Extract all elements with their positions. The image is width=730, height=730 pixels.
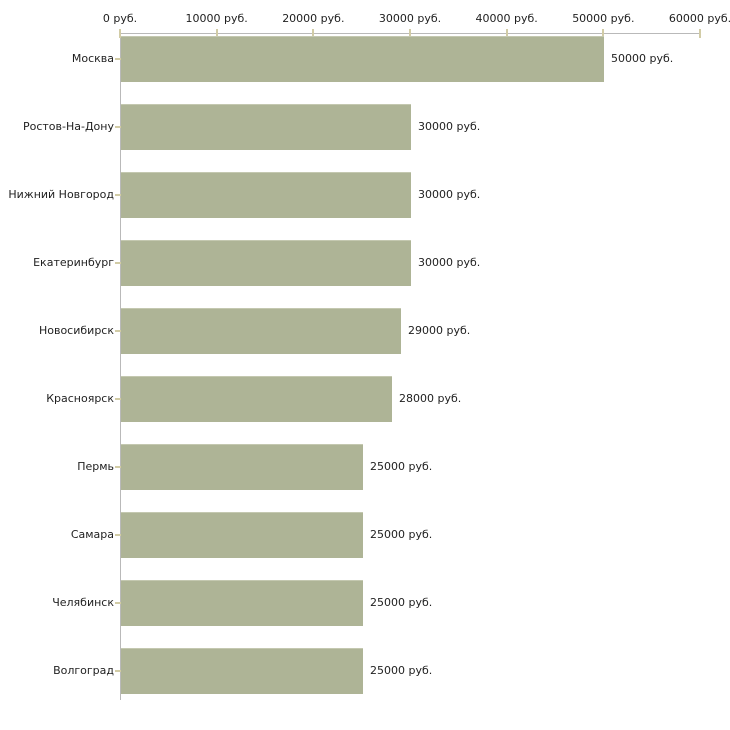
bar — [121, 376, 392, 422]
y-axis-tick — [115, 466, 121, 468]
x-axis-tick — [505, 29, 508, 38]
value-label: 30000 руб. — [418, 256, 481, 269]
value-label: 30000 руб. — [418, 188, 481, 201]
category-label: Пермь — [77, 460, 114, 473]
x-axis-tick — [215, 29, 218, 38]
category-label: Самара — [70, 528, 114, 541]
y-axis-tick — [115, 194, 121, 196]
value-label: 28000 руб. — [399, 392, 462, 405]
bar — [121, 172, 411, 218]
y-axis-tick — [115, 670, 121, 672]
category-label: Москва — [71, 52, 114, 65]
x-axis-tick-label: 10000 руб. — [185, 12, 248, 25]
category-label: Волгоград — [53, 664, 114, 677]
bar — [121, 648, 363, 694]
y-axis-tick — [115, 126, 121, 128]
category-label: Екатеринбург — [33, 256, 114, 269]
bar — [121, 36, 604, 82]
value-label: 25000 руб. — [370, 596, 433, 609]
value-label: 25000 руб. — [370, 664, 433, 677]
value-label: 29000 руб. — [408, 324, 471, 337]
category-label: Нижний Новгород — [8, 188, 114, 201]
x-axis-tick-label: 40000 руб. — [475, 12, 538, 25]
bar — [121, 308, 401, 354]
value-label: 25000 руб. — [370, 460, 433, 473]
bar — [121, 104, 411, 150]
x-axis-tick — [602, 29, 605, 38]
x-axis-tick — [119, 29, 121, 38]
x-axis-tick-label: 50000 руб. — [572, 12, 635, 25]
y-axis-line — [120, 33, 121, 700]
value-label: 25000 руб. — [370, 528, 433, 541]
x-axis-tick-label: 60000 руб. — [668, 12, 730, 25]
category-label: Красноярск — [46, 392, 114, 405]
y-axis-tick — [115, 602, 121, 604]
y-axis-tick — [115, 58, 121, 60]
bar — [121, 580, 363, 626]
x-axis-tick — [312, 29, 315, 38]
category-label: Ростов-На-Дону — [22, 120, 114, 133]
x-axis-tick-label: 0 руб. — [102, 12, 138, 25]
category-label: Челябинск — [52, 596, 114, 609]
x-axis-tick — [699, 29, 701, 38]
value-label: 50000 руб. — [611, 52, 674, 65]
bar — [121, 512, 363, 558]
value-label: 30000 руб. — [418, 120, 481, 133]
x-axis-tick-label: 30000 руб. — [378, 12, 442, 25]
x-axis-tick — [409, 29, 411, 38]
y-axis-tick — [115, 534, 121, 536]
category-label: Новосибирск — [38, 324, 114, 337]
y-axis-tick — [115, 330, 121, 332]
bar — [121, 240, 411, 286]
y-axis-tick — [115, 398, 121, 400]
x-axis-tick-label: 20000 руб. — [282, 12, 345, 25]
y-axis-tick — [115, 262, 121, 264]
bar — [121, 444, 363, 490]
